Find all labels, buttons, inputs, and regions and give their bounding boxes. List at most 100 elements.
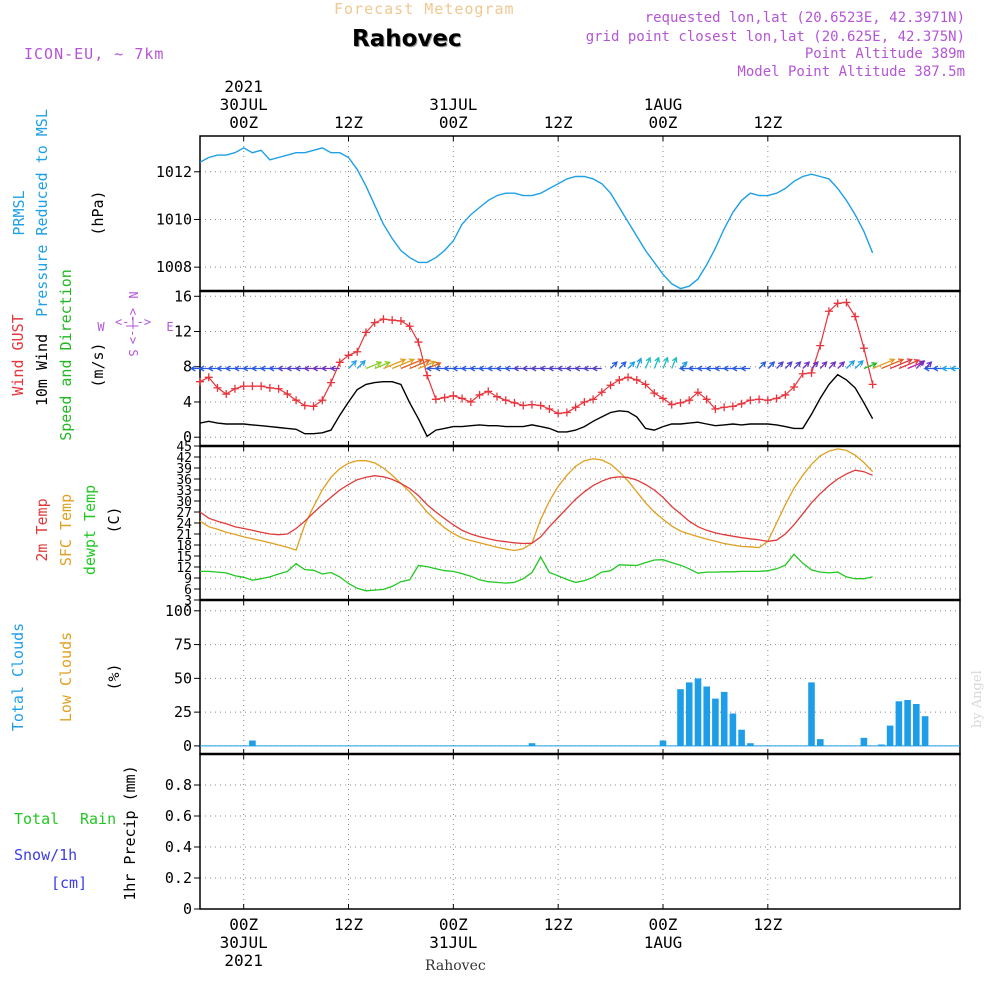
wind-direction-arrow (802, 361, 811, 369)
wind-direction-arrow (374, 361, 391, 370)
y-tick-label: 39 (176, 462, 192, 477)
gust-point (536, 401, 545, 410)
cloud-bar (738, 729, 745, 746)
y-tick-label: 8 (183, 358, 192, 376)
wind-direction-arrow (881, 358, 905, 370)
y-tick-label: 12 (174, 323, 192, 341)
y-tick-label: 1010 (156, 210, 192, 228)
top-time-tick-label: 00Z (439, 113, 468, 132)
gust-point (222, 390, 231, 399)
gust-point (344, 351, 353, 360)
dewpt-line (200, 553, 873, 592)
wind-direction-arrow (418, 360, 437, 370)
y-tick-label: 16 (174, 287, 192, 305)
gust-point (597, 388, 606, 397)
gust-point (292, 396, 301, 405)
wind-direction-arrow (348, 359, 358, 369)
gust-point (580, 397, 589, 406)
gust-point (676, 398, 685, 407)
pressure-line (199, 147, 874, 290)
top-time-tick-label: 12Z (544, 113, 573, 132)
gust-point (632, 375, 641, 384)
gust-point (746, 396, 755, 405)
sfc-temp-label: SFC Temp (57, 494, 75, 566)
compass-south: S (126, 349, 140, 356)
y-tick-label: 36 (176, 473, 192, 488)
gust-point (493, 392, 502, 401)
top-date-label: 30JUL (220, 95, 268, 114)
bottom-date-label: 31JUL (429, 933, 477, 952)
gust-point (204, 373, 213, 382)
wind-direction-arrow (872, 358, 896, 370)
gust-point (327, 378, 336, 387)
compass-rose: <-|-><-|-> W E N S (97, 291, 173, 356)
total-label: Total (14, 810, 59, 828)
gust-point (606, 381, 615, 390)
cloud-bar (712, 698, 719, 746)
temp2m-line (199, 469, 873, 545)
y-tick-label: 45 (176, 440, 192, 455)
gust-point (650, 389, 659, 398)
cloud-bar (913, 704, 920, 746)
gust-point (458, 394, 467, 403)
y-tick-label: 24 (176, 517, 192, 532)
gust-point (824, 307, 833, 316)
snow-label: Snow/1h (14, 846, 77, 864)
cloud-bar (677, 689, 684, 746)
celsius-unit-label: (C) (105, 506, 123, 533)
low-clouds-label: Low Clouds (57, 632, 75, 722)
prmsl-label: PRMSL (10, 190, 28, 235)
y-tick-label: 30 (176, 495, 192, 510)
gust-point (196, 377, 204, 386)
top-time-tick-label: 12Z (334, 113, 363, 132)
gust-point (728, 402, 737, 411)
wind-direction-arrow (889, 358, 913, 370)
gust-point (370, 318, 379, 327)
gust-point (361, 328, 370, 337)
panel-1: 1008 1010 1012 (156, 135, 961, 292)
wind-direction-arrow (391, 358, 416, 370)
bottom-time-tick-label: 12Z (334, 915, 363, 934)
wind-direction-arrow (898, 359, 921, 370)
compass-arrows: <-|-> (115, 315, 151, 329)
point-altitude: Point Altitude 389m (804, 46, 965, 62)
gust-point (807, 368, 816, 377)
model-altitude: Model Point Altitude 387.5m (737, 64, 965, 80)
top-time-tick-label: 00Z (649, 113, 678, 132)
top-date-label: 1AUG (644, 95, 683, 114)
gust-point (405, 322, 414, 331)
cloud-bar (249, 740, 256, 746)
cloud-bar (528, 743, 536, 746)
gust-point (431, 395, 440, 404)
gust-point (466, 397, 475, 406)
y-tick-label: 0.4 (165, 838, 192, 856)
cloud-bar (860, 737, 868, 746)
gust-point (763, 396, 772, 405)
bottom-time-tick-label: 00Z (439, 915, 468, 934)
panel-frame (199, 135, 961, 292)
gust-point (318, 396, 327, 405)
y-tick-label: 9 (184, 572, 192, 587)
gust-point (335, 358, 344, 367)
wind-direction-arrow (329, 365, 340, 372)
gust-point (589, 395, 598, 404)
wind-direction-arrow (636, 357, 643, 369)
wind-direction-arrow (610, 361, 618, 369)
bottom-year-label: 2021 (224, 951, 263, 970)
gust-point (353, 347, 362, 356)
y-tick-label: 0.8 (165, 776, 192, 794)
gust-point (562, 408, 571, 417)
gust-point (816, 341, 825, 350)
y-tick-label: 21 (176, 528, 192, 543)
y-tick-label: 0 (183, 737, 192, 755)
wind-direction-arrow (383, 358, 407, 370)
gust-point (781, 390, 790, 399)
gust-point (510, 398, 519, 407)
y-tick-label: 0 (183, 900, 192, 918)
panel-2: 0 4 8 12 16 (174, 287, 961, 447)
product-title: Forecast Meteogram (334, 0, 515, 18)
cloud-bar (808, 682, 815, 746)
y-tick-label: 12 (176, 561, 192, 576)
y-tick-label: 18 (176, 539, 192, 554)
gust-point (423, 371, 432, 380)
